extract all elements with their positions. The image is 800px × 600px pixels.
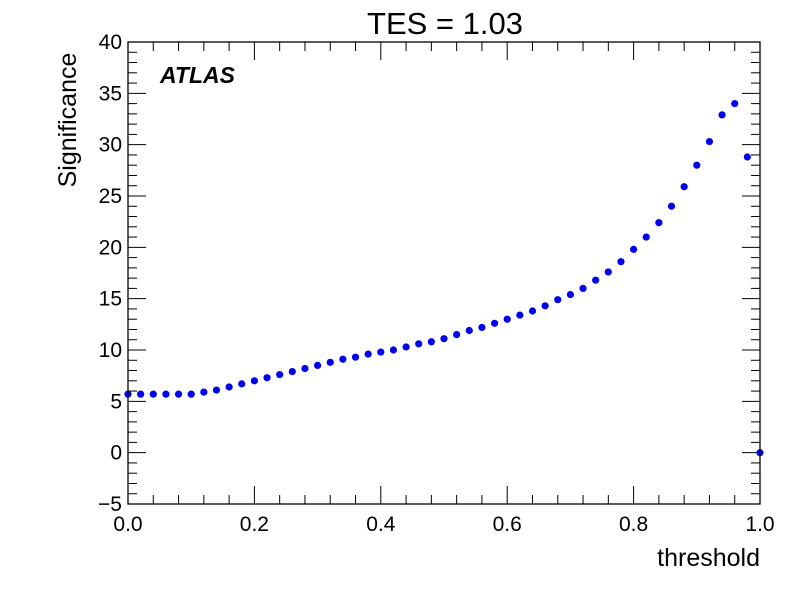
data-point (263, 374, 271, 382)
y-tick-label: 25 (99, 185, 122, 208)
data-point (238, 380, 246, 388)
data-point (415, 340, 423, 348)
y-tick-label: 10 (99, 339, 122, 362)
data-point (364, 350, 372, 358)
data-point (314, 361, 322, 369)
data-point (326, 358, 334, 366)
data-point (351, 353, 360, 361)
data-point (579, 284, 587, 292)
data-point (718, 111, 726, 119)
y-axis-label: Significance (54, 53, 82, 188)
data-point (149, 390, 157, 398)
x-tick-label: 0.2 (240, 513, 269, 536)
x-tick-label: 0.0 (113, 513, 142, 536)
data-point (465, 326, 473, 335)
data-point (187, 390, 195, 398)
data-points (124, 100, 764, 457)
tick-labels: 0.0 0.2 0.4 0.6 0.8 1.0 −5 0 5 10 15 20 25 30 35 40 (98, 31, 775, 536)
data-point (516, 311, 524, 319)
data-point (528, 307, 537, 315)
data-point (642, 233, 650, 241)
x-tick-label: 0.6 (493, 513, 522, 536)
data-point (705, 137, 714, 146)
x-axis-label: threshold (657, 544, 760, 572)
data-point (592, 276, 600, 284)
data-point (427, 338, 435, 346)
data-point (137, 390, 145, 398)
data-point (402, 343, 410, 351)
data-point (339, 355, 347, 363)
plot-frame (127, 41, 761, 505)
data-point (554, 296, 562, 304)
data-point (693, 161, 701, 169)
data-point (389, 346, 398, 354)
data-point (212, 386, 221, 394)
y-tick-label: 0 (110, 442, 122, 465)
x-tick-label: 0.4 (366, 513, 396, 536)
data-point (655, 219, 663, 227)
y-tick-label: 20 (99, 236, 122, 259)
y-tick-label: 15 (99, 288, 122, 311)
data-point (288, 367, 296, 376)
data-point (225, 383, 233, 391)
y-tick-label: 30 (99, 134, 122, 157)
y-tick-label: 40 (99, 31, 122, 54)
data-point (617, 258, 625, 266)
chart-title: TES = 1.03 (367, 6, 523, 41)
data-point (200, 388, 208, 396)
y-tick-label: 5 (110, 390, 122, 413)
axis-ticks (127, 41, 761, 505)
y-tick-label: 35 (99, 82, 122, 105)
data-point (743, 153, 751, 161)
data-point (630, 245, 638, 253)
data-point (453, 331, 461, 339)
data-point (731, 100, 739, 108)
y-tick-label: −5 (98, 493, 122, 516)
data-point (162, 390, 170, 398)
data-point (667, 202, 676, 210)
data-point (276, 371, 284, 379)
atlas-label: ATLAS (159, 62, 236, 88)
data-point (604, 268, 612, 276)
data-point (566, 290, 575, 299)
data-point (478, 323, 486, 332)
x-tick-label: 0.8 (619, 513, 648, 536)
data-point (250, 377, 258, 385)
data-point (490, 319, 499, 327)
data-point (503, 315, 511, 323)
data-point (377, 348, 385, 356)
data-point (174, 390, 183, 398)
data-point (541, 302, 549, 310)
x-tick-label: 1.0 (745, 513, 774, 536)
data-point (440, 335, 448, 343)
data-point (680, 183, 688, 191)
data-point (301, 364, 309, 373)
